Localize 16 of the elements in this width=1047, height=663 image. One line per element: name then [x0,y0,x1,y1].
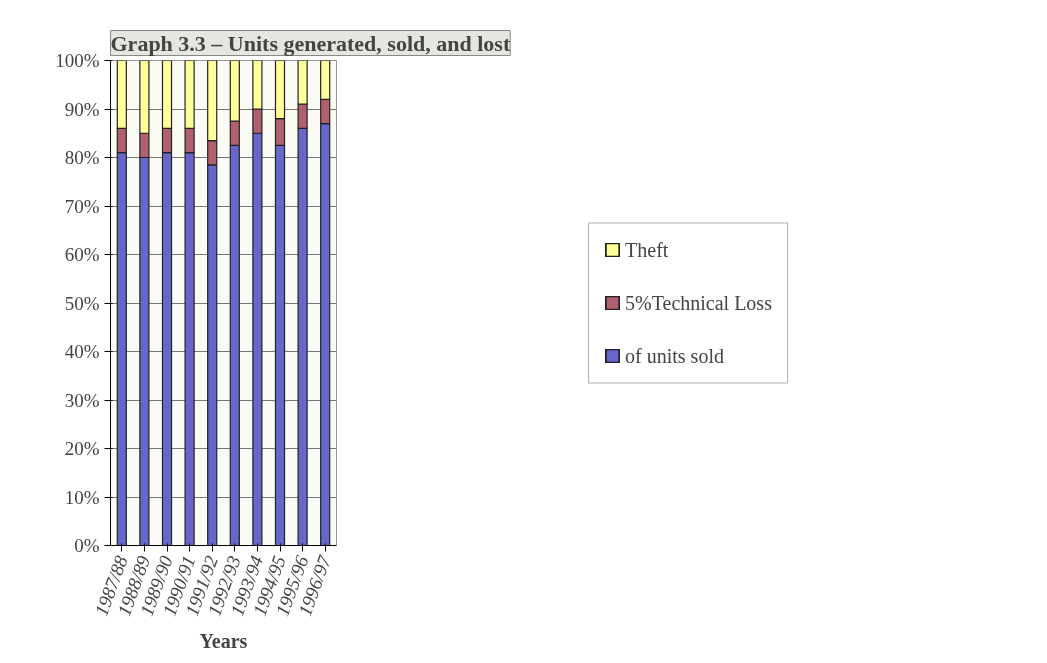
y-tick-label: 100% [55,50,100,71]
y-tick-label: 20% [64,438,100,459]
y-tick-label: 90% [64,98,100,120]
y-tick-label: 30% [64,389,100,411]
y-tick-label: 60% [64,244,100,265]
y-tick-label: 0% [74,535,100,556]
y-tick-label: 50% [64,292,100,314]
y-tick-label: 10% [64,486,100,508]
y-tick-label: 70% [64,195,100,217]
legend-label: Theft [625,238,669,261]
y-tick-label: 80% [64,147,100,168]
x-axis-title: Years [199,630,248,653]
legend-label: 5%Technical Loss [625,291,772,314]
legend-label: of units sold [625,344,724,367]
chart-title: Graph 3.3 – Units generated, sold, and lost [110,30,511,56]
y-tick-label: 40% [64,341,100,362]
